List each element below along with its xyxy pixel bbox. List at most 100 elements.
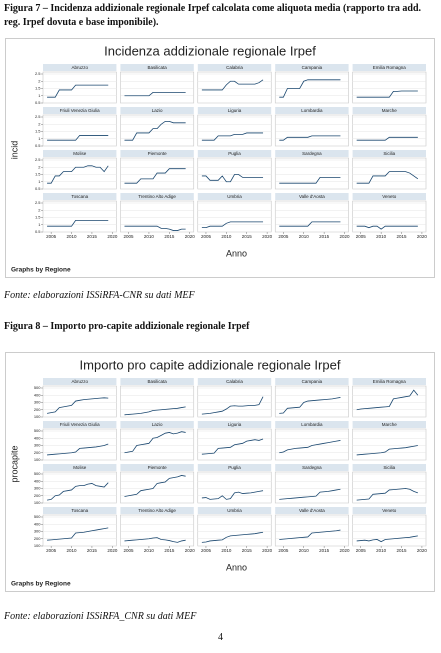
panel-header — [43, 464, 117, 471]
panel-header — [43, 64, 117, 71]
y-tick-label: 2 — [38, 121, 41, 126]
panel-title: Lazio — [152, 108, 163, 113]
panel-title: Toscana — [71, 194, 88, 199]
panel-header — [120, 64, 194, 71]
series-line — [356, 90, 418, 98]
y-tick-label: 1.5 — [35, 86, 41, 91]
series-line — [47, 165, 109, 184]
chart-frame — [5, 38, 435, 278]
series-line — [279, 529, 341, 540]
note: Graphs by Regione — [11, 267, 71, 274]
x-tick-label: 2010 — [221, 234, 232, 239]
y-tick-label: 2.5 — [35, 157, 41, 162]
series-line — [356, 225, 418, 230]
y-tick-label: 1 — [38, 93, 41, 98]
x-tick-label: 2020 — [185, 548, 196, 553]
y-tick-label: 100 — [34, 543, 41, 548]
series-line — [124, 475, 186, 497]
x-tick-label: 2005 — [278, 548, 289, 553]
panel-header — [197, 464, 272, 471]
panel-header — [197, 507, 272, 514]
panel-plot — [197, 385, 272, 418]
panel-title: Puglia — [228, 465, 241, 470]
series-line — [47, 482, 109, 501]
y-tick-label: 1 — [38, 222, 41, 227]
panel-title: Calabria — [226, 379, 243, 384]
panel-plot — [352, 114, 427, 147]
series-line — [279, 488, 341, 500]
panel-header — [120, 193, 194, 200]
y-tick-label: 2 — [38, 78, 41, 83]
panel-title: Liguria — [228, 108, 242, 113]
series-line — [201, 396, 264, 415]
x-tick-label: 2015 — [164, 548, 175, 553]
panel-title: Marche — [382, 108, 398, 113]
panel-plot — [197, 471, 272, 504]
x-tick-label: 2010 — [144, 548, 155, 553]
panel-title: Basilicata — [147, 65, 167, 70]
panel-header — [120, 421, 194, 428]
y-tick-label: 200 — [34, 450, 41, 455]
series-line — [279, 221, 341, 227]
chart-title: Importo pro capite addizionale regionale… — [80, 357, 341, 372]
panel-title: Umbria — [227, 194, 242, 199]
panel-header — [275, 378, 349, 385]
chart: Importo pro capite addizionale regionale… — [5, 352, 435, 592]
x-tick-label: 2005 — [356, 548, 367, 553]
series-line — [124, 92, 186, 97]
y-tick-label: 1 — [38, 136, 41, 141]
panel-title: Veneto — [382, 194, 397, 199]
y-tick-label: 2.5 — [35, 114, 41, 119]
panel-header — [197, 378, 272, 385]
series-line — [124, 537, 186, 543]
panel-title: Sicilia — [383, 465, 395, 470]
x-tick-label: 2015 — [242, 234, 253, 239]
y-tick-label: 500 — [34, 471, 41, 476]
panel-plot — [42, 514, 117, 547]
panel-title: Emilia Romagna — [373, 379, 407, 384]
panel-plot — [120, 114, 195, 147]
figure-source: Fonte: elaborazioni ISSiRFA_CNR su dati … — [4, 611, 197, 622]
panel-plot — [274, 385, 349, 418]
x-tick-label: 2020 — [262, 548, 273, 553]
series-line — [124, 431, 186, 454]
series-line — [356, 389, 419, 411]
panel-header — [197, 107, 272, 114]
y-tick-label: 2 — [38, 207, 41, 212]
x-tick-label: 2010 — [299, 548, 310, 553]
series-line — [279, 397, 341, 414]
panel-plot — [352, 428, 427, 461]
figure-source: Fonte: elaborazioni ISSiRFA-CNR su dati … — [4, 290, 195, 301]
panel-title: Liguria — [228, 422, 242, 427]
panel-plot — [352, 200, 427, 233]
x-tick-label: 2020 — [340, 548, 351, 553]
series-line — [124, 168, 186, 184]
series-line — [47, 135, 109, 141]
series-line — [279, 135, 341, 141]
panel-title: Lombardia — [301, 422, 323, 427]
panel-plot — [274, 71, 349, 104]
panel-title: Puglia — [228, 151, 241, 156]
panel-header — [43, 107, 117, 114]
panel-header — [43, 378, 117, 385]
panel-title: Umbria — [227, 508, 242, 513]
panel-plot — [352, 71, 427, 104]
panel-header — [197, 64, 272, 71]
figure-caption: Figura 7 – Incidenza addizionale regiona… — [4, 3, 422, 28]
y-tick-label: 0.5 — [35, 229, 41, 234]
panel-title: Campania — [302, 65, 323, 70]
panel-plot — [120, 71, 195, 104]
panel-title: Molise — [73, 151, 87, 156]
x-tick-label: 2020 — [107, 548, 118, 553]
chart-frame — [5, 352, 435, 592]
panel-plot — [197, 200, 272, 233]
panel-header — [352, 421, 426, 428]
panel-title: Friuli Venezia Giulia — [60, 108, 100, 113]
panel-title: Marche — [382, 422, 398, 427]
panel-title: Basilicata — [147, 379, 167, 384]
series-line — [279, 79, 341, 98]
panel-title: Molise — [73, 465, 87, 470]
series-line — [356, 171, 419, 184]
y-tick-label: 400 — [34, 478, 41, 483]
